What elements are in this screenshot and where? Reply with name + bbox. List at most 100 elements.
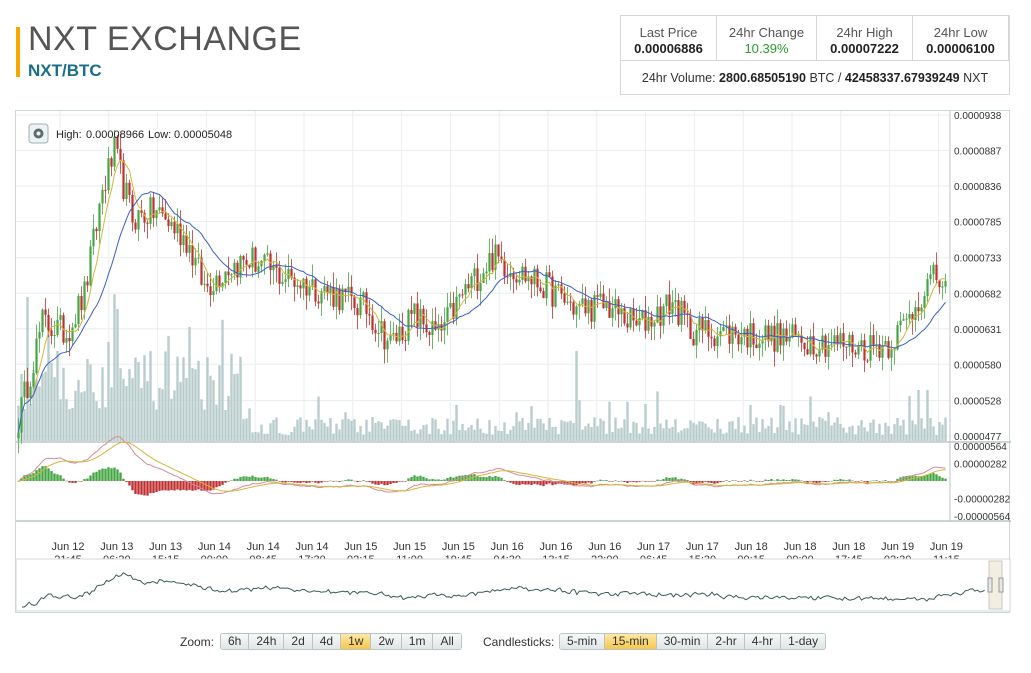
candle [344,288,347,292]
volume-bar [266,433,269,441]
volume-bar [764,428,767,441]
macd-bar [521,481,524,485]
volume-bar [245,418,248,441]
candle [779,323,782,346]
macd-bar [800,480,803,482]
volume-bar [554,426,557,441]
zoom-24h-button[interactable]: 24h [249,634,285,649]
volume-bar [137,361,140,441]
macd-bar [71,481,74,483]
candle [137,210,140,230]
zoom-2w-button[interactable]: 2w [371,634,402,649]
volume-bar [53,377,56,441]
macd-bar [650,481,653,482]
volume-bar [809,396,812,441]
volume-bar [71,408,74,441]
candle [497,244,500,257]
zoom-4d-button[interactable]: 4d [312,634,342,649]
candle [881,345,884,358]
macd-bar [200,481,203,491]
macd-bar [515,481,518,485]
macd-bar [794,479,797,481]
macd-bar [860,480,863,482]
volume-bar [755,417,758,441]
candlestick-2hr-button[interactable]: 2-hr [708,634,745,649]
candlestick-5min-button[interactable]: 5-min [560,634,606,649]
zoom-1w-button[interactable]: 1w [341,634,372,649]
volume-bar [80,392,83,441]
candle [476,268,479,292]
macd-axis-labels: 0.00000564 0.00000282 -0.00000282 -0.000005… [954,442,1011,523]
chart-settings-button[interactable] [28,123,49,144]
macd-bar [422,476,425,481]
candle [860,340,863,346]
zoom-2d-button[interactable]: 2d [284,634,313,649]
volume-bar [122,378,125,441]
macd-tick-label: -0.00000564 [954,512,1011,523]
volume-bar [533,427,536,441]
volume-bar [29,403,32,441]
volume-bar [425,424,428,441]
volume-bar [836,417,839,441]
candle [932,264,935,275]
macd-tick-label: 0.00000564 [954,442,1007,453]
volume-bar [308,426,311,441]
volume-bar [263,433,266,441]
volume-bar [455,405,458,441]
macd-bar [881,480,884,482]
candlestick-4hr-button[interactable]: 4-hr [744,634,782,649]
volume-bar [413,429,416,441]
candlestick-1day-button[interactable]: 1-day [781,634,826,649]
macd-bar [797,479,800,481]
volume-bar [374,423,377,441]
candle [557,284,560,286]
macd-bar [848,479,851,481]
macd-bar [809,481,812,482]
candle [821,335,824,350]
candle [605,300,608,309]
macd-bar [140,481,143,495]
candle [806,349,809,355]
volume-bar [575,351,578,441]
macd-bar [389,481,392,485]
candle [341,288,344,311]
volume-bar [194,369,197,441]
macd-bar [890,481,893,482]
navigator-handle-left[interactable] [987,577,993,593]
volume-bar [605,433,608,441]
zoom-6h-button[interactable]: 6h [221,634,250,649]
candle [647,316,650,331]
macd-bar [38,468,41,481]
candle [674,300,677,303]
macd-bar [476,476,479,481]
zoom-1m-button[interactable]: 1m [401,634,434,649]
macd-bar [455,476,458,481]
macd-bar [944,478,947,481]
macd-bar [230,480,233,481]
macd-bar [53,473,56,481]
candle [692,338,695,346]
candle [572,302,575,315]
navigator-handle-right[interactable] [998,577,1004,593]
volume-bar [761,419,764,441]
macd-bar [425,478,428,481]
macd-bar [845,480,848,481]
volume-bar [458,429,461,441]
candle [47,314,50,331]
candlestick-15min-button[interactable]: 15-min [605,634,657,649]
macd-bar [566,481,569,485]
zoom-all-button[interactable]: All [433,634,461,649]
candlestick-30min-button[interactable]: 30-min [656,634,709,649]
macd-bar [272,479,275,481]
macd-bar [374,481,377,485]
price-chart-container[interactable]: 0.0000938 0.0000887 0.0000836 0.0000785 0.00… [15,110,1011,614]
candle [797,335,800,337]
macd-bar [497,476,500,481]
volume-bars [17,294,947,441]
macd-bar [347,479,350,481]
candle [35,338,38,374]
candle [410,309,413,314]
volume-bar [524,429,527,441]
candle [149,197,152,224]
price-chart[interactable]: 0.0000938 0.0000887 0.0000836 0.0000785 0.00… [15,111,1011,614]
